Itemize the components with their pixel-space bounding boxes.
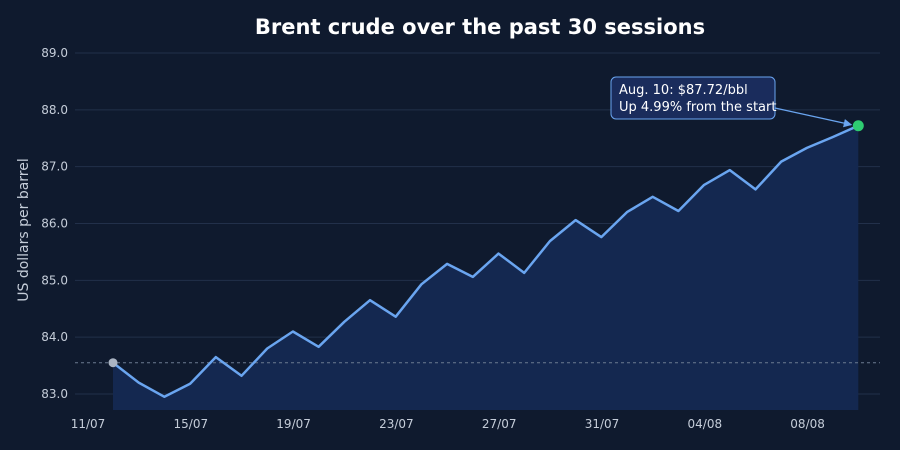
y-tick-label: 83.0 — [41, 387, 68, 401]
area-fill — [113, 125, 859, 410]
annotation-callout: Aug. 10: $87.72/bbl Up 4.99% from the st… — [610, 76, 853, 128]
x-tick-label: 31/07 — [585, 417, 620, 431]
chart-title: Brent crude over the past 30 sessions — [255, 15, 705, 39]
y-axis-label: US dollars per barrel — [16, 158, 32, 302]
x-tick-label: 19/07 — [276, 417, 311, 431]
y-tick-label: 89.0 — [41, 46, 68, 60]
y-tick-label: 85.0 — [41, 273, 68, 287]
y-tick-label: 86.0 — [41, 217, 68, 231]
annotation-line-2: Up 4.99% from the start — [619, 100, 776, 115]
series-line — [112, 124, 859, 399]
x-tick-label: 15/07 — [174, 417, 209, 431]
x-tick-label: 08/08 — [790, 417, 825, 431]
annotation-box — [610, 76, 776, 120]
x-tick-label: 23/07 — [379, 417, 414, 431]
annotation-arrow — [774, 107, 853, 128]
x-tick-label: 27/07 — [482, 417, 517, 431]
start-point — [108, 358, 118, 368]
x-tick-label: 11/07 — [71, 417, 106, 431]
end-point — [852, 120, 864, 132]
y-tick-label: 88.0 — [41, 103, 68, 117]
annotation-line-1: Aug. 10: $87.72/bbl — [619, 83, 748, 98]
x-axis: 11/07 15/07 19/07 23/07 27/07 31/07 04/08 08/08 — [71, 417, 825, 431]
y-axis: 83.0 84.0 85.0 86.0 87.0 88.0 89.0 — [41, 46, 68, 401]
x-tick-label: 04/08 — [688, 417, 723, 431]
y-tick-label: 87.0 — [41, 160, 68, 174]
y-tick-label: 84.0 — [41, 330, 68, 344]
